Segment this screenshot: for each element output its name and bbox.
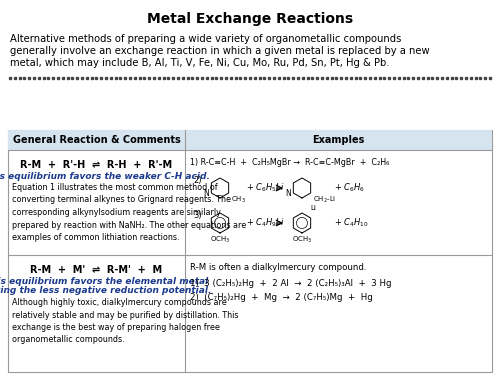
Text: R-M is often a dialkylmercury compound.: R-M is often a dialkylmercury compound.	[190, 263, 366, 272]
Text: $+\ C_6H_5Li$: $+\ C_6H_5Li$	[246, 182, 285, 194]
Text: Although highly toxic, dialkylmercury compounds are
relatively stable and may be: Although highly toxic, dialkylmercury co…	[12, 298, 238, 345]
Text: 1) R-C≡C-H  +  C₂H₅MgBr →  R-C≡C-MgBr  +  C₂H₆: 1) R-C≡C-H + C₂H₅MgBr → R-C≡C-MgBr + C₂H…	[190, 158, 389, 167]
Text: having the less negative reduction potential.: having the less negative reduction poten…	[0, 286, 211, 295]
Text: R-M  +  M'  ⇌  R-M'  +  M: R-M + M' ⇌ R-M' + M	[30, 265, 162, 275]
Text: 2): 2)	[193, 176, 202, 185]
Text: N: N	[203, 189, 209, 198]
Text: metal, which may include B, Al, Ti, V, Fe, Ni, Cu, Mo, Ru, Pd, Sn, Pt, Hg & Pb.: metal, which may include B, Al, Ti, V, F…	[10, 58, 390, 68]
Text: $+\ C_6H_6$: $+\ C_6H_6$	[334, 182, 365, 194]
Text: This equilibrium favors the weaker C-H acid.: This equilibrium favors the weaker C-H a…	[0, 172, 210, 181]
Text: $\mathregular{OCH_3}$: $\mathregular{OCH_3}$	[292, 235, 312, 245]
Text: $\mathregular{OCH_3}$: $\mathregular{OCH_3}$	[210, 235, 230, 245]
Text: Alternative methods of preparing a wide variety of organometallic compounds: Alternative methods of preparing a wide …	[10, 34, 402, 44]
Text: $\mathregular{CH_2}$-Li: $\mathregular{CH_2}$-Li	[313, 195, 336, 205]
Text: generally involve an exchange reaction in which a given metal is replaced by a n: generally involve an exchange reaction i…	[10, 46, 430, 56]
Text: Li: Li	[310, 205, 316, 211]
Text: General Reaction & Comments: General Reaction & Comments	[12, 135, 180, 145]
Text: Metal Exchange Reactions: Metal Exchange Reactions	[147, 12, 353, 26]
Text: R-M  +  R'-H  ⇌  R-H  +  R'-M: R-M + R'-H ⇌ R-H + R'-M	[20, 160, 172, 170]
Text: Equation 1 illustrates the most common method of
converting terminal alkynes to : Equation 1 illustrates the most common m…	[12, 183, 246, 242]
Text: 1)  3 (C₂H₅)₂Hg  +  2 Al  →  2 (C₂H₅)₃Al  +  3 Hg: 1) 3 (C₂H₅)₂Hg + 2 Al → 2 (C₂H₅)₃Al + 3 …	[190, 279, 392, 288]
Text: This equilibrium favors the elemental metal: This equilibrium favors the elemental me…	[0, 277, 208, 286]
Text: 3): 3)	[193, 211, 202, 220]
Text: $+\ C_4H_9Li$: $+\ C_4H_9Li$	[246, 217, 285, 229]
Text: N: N	[285, 189, 291, 198]
Text: $+\ C_4H_{10}$: $+\ C_4H_{10}$	[334, 217, 369, 229]
Bar	[8, 130, 185, 150]
Text: 2)  (C₇H₅)₂Hg  +  Mg  →  2 (C₇H₅)Mg  +  Hg: 2) (C₇H₅)₂Hg + Mg → 2 (C₇H₅)Mg + Hg	[190, 293, 373, 302]
Bar	[185, 130, 492, 150]
Text: Examples: Examples	[312, 135, 364, 145]
Text: $\mathregular{CH_3}$: $\mathregular{CH_3}$	[231, 195, 246, 205]
Bar	[8, 130, 492, 372]
